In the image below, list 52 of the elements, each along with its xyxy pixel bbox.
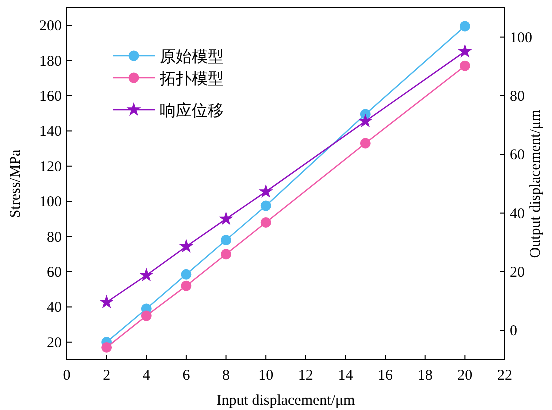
y-tick-label: 80 [47,230,62,246]
x-tick-label: 4 [142,368,151,384]
y-tick-label: 120 [40,159,62,176]
y-tick-label: 20 [47,335,62,352]
x-tick-label: 22 [498,368,512,384]
x-axis-title: Input displacement/μm [216,393,356,409]
point [260,200,272,212]
y2-tick-label: 100 [510,30,532,46]
y-tick-label: 40 [47,300,62,316]
y2-axis-title: Output displacement/μm [528,109,544,258]
x-tick-label: 12 [298,368,314,384]
y-tick-label: 140 [40,124,62,140]
x-tick-label: 16 [378,368,394,384]
y2-tick-label: 60 [510,148,525,164]
y-tick-label: 60 [47,265,62,281]
x-tick-label: 14 [338,368,354,384]
point [460,21,470,32]
point [460,60,470,72]
x-tick-label: 18 [418,368,433,384]
legend-label: 响应位移 [160,101,224,120]
x-tick-label: 0 [63,368,71,384]
y-axis-title: Stress/MPa [8,149,24,218]
y-tick-label: 160 [40,89,62,105]
legend-label: 原始模型 [160,47,224,66]
y2-tick-label: 20 [510,265,525,281]
y2-tick-label: 0 [510,324,518,340]
point [260,218,272,228]
x-tick-label: 20 [458,368,473,384]
point [180,240,193,252]
point [140,269,153,281]
point [141,310,152,322]
point [359,115,372,127]
legend-label: 拓扑模型 [159,69,224,88]
point [221,235,232,246]
point [220,212,232,225]
y-tick-label: 200 [40,18,62,35]
point [360,138,371,149]
y2-tick-label: 80 [510,89,525,105]
point [459,45,472,58]
y-tick-label: 100 [40,194,62,211]
point [260,185,272,198]
point [181,280,192,292]
x-tick-label: 10 [258,368,274,384]
y-tick-label: 180 [40,54,62,70]
point [181,269,192,280]
point [221,249,232,260]
point [102,342,112,353]
x-tick-label: 2 [103,368,111,384]
x-tick-label: 8 [222,368,230,384]
point [100,296,113,308]
x-tick-label: 6 [182,368,191,384]
y2-tick-label: 40 [510,206,525,222]
